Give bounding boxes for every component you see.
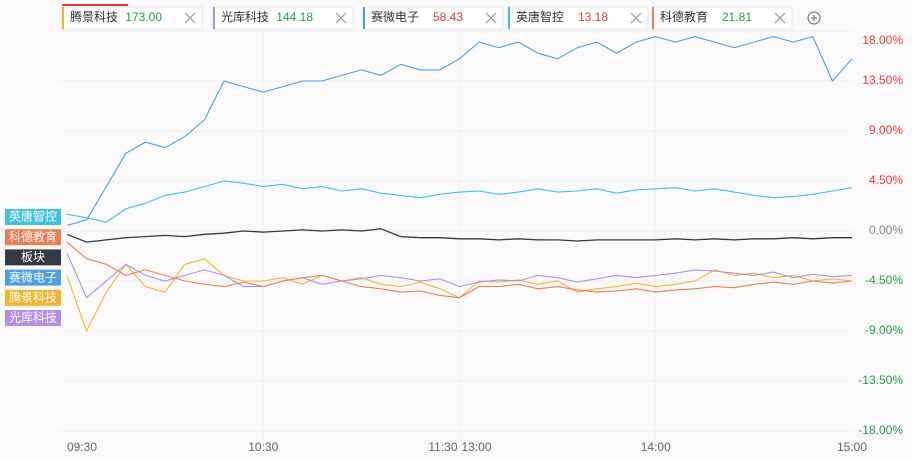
series-tag <box>5 289 61 306</box>
tab-color <box>363 7 365 29</box>
series-tag-label: 腾景科技 <box>9 289 57 304</box>
series-tag <box>5 249 61 266</box>
close-x <box>630 12 642 24</box>
series-tab[interactable]: 光库科技 144.18 <box>212 6 354 30</box>
tab-price: 144.18 <box>276 10 313 24</box>
series-tab[interactable]: 赛微电子 58.43 <box>362 6 504 30</box>
x-tick-label: 14:00 <box>641 440 671 454</box>
tab-name: 英唐智控 <box>516 9 564 24</box>
x-tick-label: 13:00 <box>462 440 492 454</box>
y-tick-label: 4.50% <box>869 173 903 187</box>
y-tick-label: 9.00% <box>869 123 903 137</box>
y-tick-label: -4.50% <box>865 273 903 287</box>
tab-color <box>213 7 215 29</box>
y-tick-label: -18.00% <box>858 423 903 437</box>
series-line <box>66 228 852 243</box>
y-tick-label: -13.50% <box>858 373 903 387</box>
series-line <box>66 180 853 223</box>
series-tag <box>5 269 61 286</box>
tab-name: 光库科技 <box>221 9 269 24</box>
y-tick-label: 13.50% <box>862 73 903 87</box>
close-x <box>335 12 347 24</box>
series-tab[interactable]: 腾景科技 173.00 <box>61 4 203 30</box>
series-tag-label: 科德教育 <box>9 229 57 244</box>
tab-price: 13.18 <box>578 10 608 24</box>
series-tag <box>5 209 61 225</box>
close-x <box>184 12 196 24</box>
series-tab[interactable]: 科德教育 21.81 <box>651 6 793 30</box>
y-tick-label: 0.00% <box>869 223 903 237</box>
tab-color <box>62 7 64 29</box>
series-line <box>66 252 853 299</box>
series-line <box>66 35 853 226</box>
tab-name: 腾景科技 <box>70 9 118 24</box>
x-tick-label: 15:00 <box>837 440 867 454</box>
close-x <box>485 12 497 24</box>
series-tag <box>5 310 61 326</box>
tab-price: 21.81 <box>722 10 752 24</box>
y-tick-label: -9.00% <box>865 323 903 337</box>
series-tab[interactable]: 英唐智控 13.18 <box>507 6 649 30</box>
series-tag <box>5 229 61 246</box>
tab-close[interactable] <box>630 12 642 24</box>
tab-close[interactable] <box>485 12 497 24</box>
series-tag-label: 板块 <box>21 250 45 264</box>
tab-color <box>652 7 654 29</box>
tab-name: 科德教育 <box>660 9 708 24</box>
tab-price: 58.43 <box>433 10 463 24</box>
series-tag-label: 光库科技 <box>9 310 57 325</box>
close-x <box>774 12 786 24</box>
add-button[interactable] <box>807 11 821 25</box>
tab-active <box>62 4 128 6</box>
tab-close[interactable] <box>774 12 786 24</box>
tab-close[interactable] <box>335 12 347 24</box>
tab-name: 赛微电子 <box>371 9 419 24</box>
series-tag-label: 赛微电子 <box>9 269 57 284</box>
x-tick-label: 10:30 <box>248 440 278 454</box>
add-circle <box>807 11 821 25</box>
series-tag-label: 英唐智控 <box>9 209 57 224</box>
series-line <box>66 241 853 299</box>
x-tick-label: 11:30 <box>428 440 457 454</box>
x-tick-label: 09:30 <box>67 440 97 454</box>
y-tick-label: 18.00% <box>862 33 903 47</box>
tab-close[interactable] <box>184 12 196 24</box>
tab-color <box>508 7 510 29</box>
tab-price: 173.00 <box>125 10 162 24</box>
